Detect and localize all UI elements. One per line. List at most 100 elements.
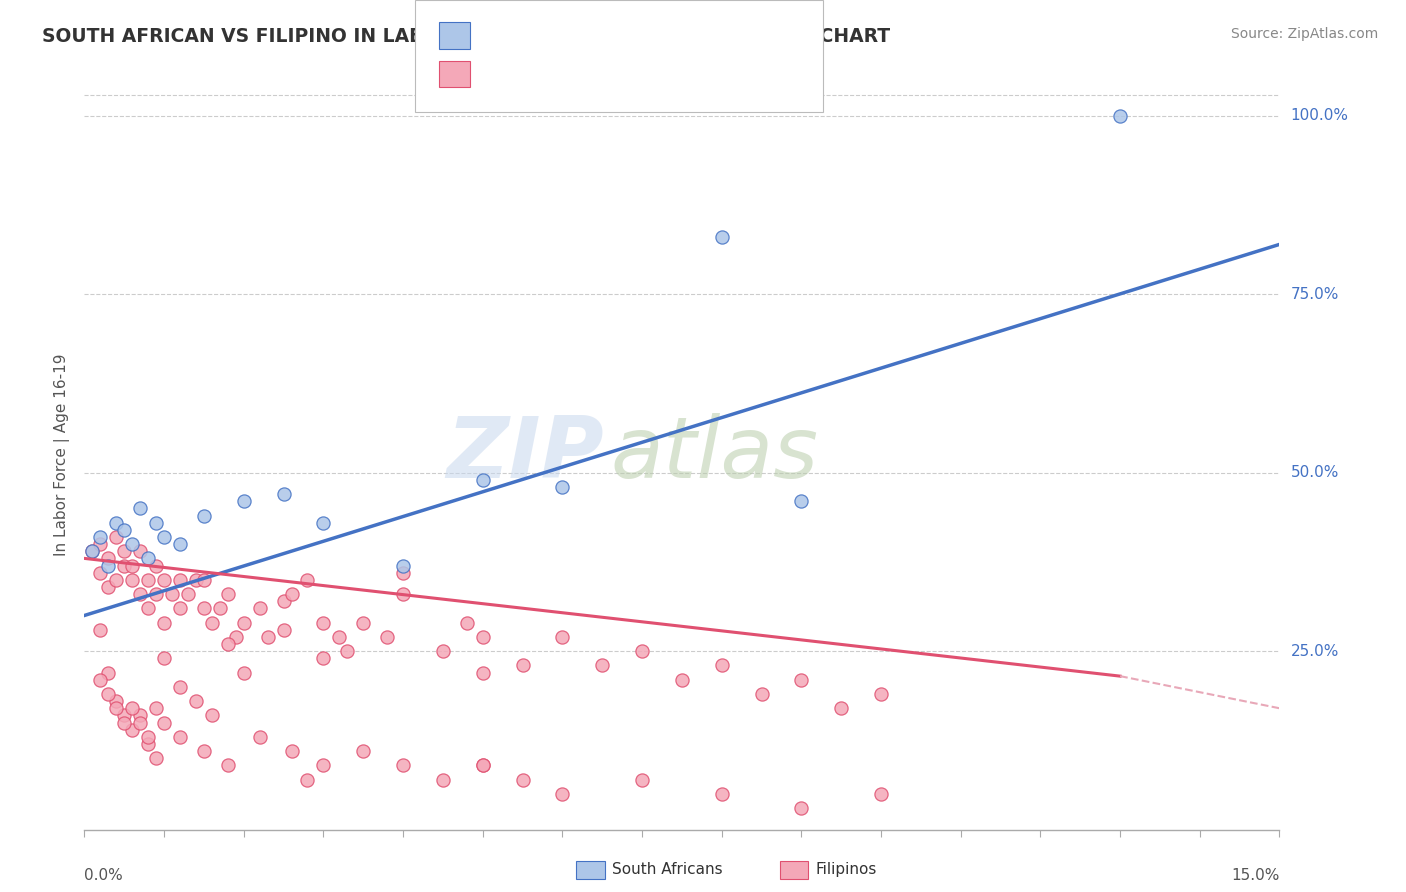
Point — [121, 558, 143, 573]
Point — [471, 473, 494, 487]
Text: N = 73: N = 73 — [672, 67, 730, 81]
Point — [112, 715, 135, 730]
Point — [97, 687, 120, 701]
Y-axis label: In Labor Force | Age 16-19: In Labor Force | Age 16-19 — [55, 353, 70, 557]
Point — [105, 694, 128, 708]
Point — [551, 787, 574, 801]
Point — [790, 494, 813, 508]
Point — [297, 772, 319, 787]
Text: atlas: atlas — [610, 413, 818, 497]
Point — [1109, 109, 1132, 123]
Point — [273, 487, 295, 501]
Point — [312, 758, 335, 772]
Point — [471, 630, 494, 644]
Point — [97, 558, 120, 573]
Text: 100.0%: 100.0% — [1291, 109, 1348, 123]
Point — [432, 772, 454, 787]
Point — [830, 701, 852, 715]
Point — [392, 566, 415, 580]
Point — [225, 630, 247, 644]
Point — [105, 701, 128, 715]
Point — [184, 694, 207, 708]
Point — [129, 544, 152, 558]
Point — [153, 715, 176, 730]
Text: 0.0%: 0.0% — [84, 869, 124, 883]
Point — [870, 687, 893, 701]
Text: ZIP: ZIP — [447, 413, 605, 497]
Point — [112, 558, 135, 573]
Text: R = -0.456: R = -0.456 — [478, 67, 560, 81]
Text: 75.0%: 75.0% — [1291, 287, 1339, 301]
Text: SOUTH AFRICAN VS FILIPINO IN LABOR FORCE | AGE 16-19 CORRELATION CHART: SOUTH AFRICAN VS FILIPINO IN LABOR FORCE… — [42, 27, 890, 46]
Point — [201, 615, 224, 630]
Point — [153, 615, 176, 630]
Point — [312, 615, 335, 630]
Point — [312, 651, 335, 665]
Point — [121, 701, 143, 715]
Point — [392, 587, 415, 601]
Point — [631, 772, 654, 787]
Point — [201, 708, 224, 723]
Point — [297, 573, 319, 587]
Point — [193, 508, 215, 523]
Point — [97, 551, 120, 566]
Point — [512, 772, 534, 787]
Point — [169, 601, 191, 615]
Point — [392, 558, 415, 573]
Point — [790, 673, 813, 687]
Point — [89, 530, 111, 544]
Point — [273, 594, 295, 608]
Point — [82, 544, 104, 558]
Point — [551, 480, 574, 494]
Point — [89, 673, 111, 687]
Point — [160, 587, 183, 601]
Point — [129, 501, 152, 516]
Point — [471, 665, 494, 680]
Point — [471, 758, 494, 772]
Point — [121, 537, 143, 551]
Point — [392, 758, 415, 772]
Point — [145, 558, 167, 573]
Point — [456, 615, 478, 630]
Point — [432, 644, 454, 658]
Point — [184, 573, 207, 587]
Point — [312, 516, 335, 530]
Point — [671, 673, 693, 687]
Point — [471, 758, 494, 772]
Text: South Africans: South Africans — [612, 863, 723, 877]
Point — [177, 587, 200, 601]
Point — [631, 644, 654, 658]
Point — [121, 723, 143, 737]
Point — [82, 544, 104, 558]
Point — [112, 708, 135, 723]
Point — [710, 787, 733, 801]
Point — [352, 615, 374, 630]
Point — [232, 494, 254, 508]
Point — [129, 715, 152, 730]
Point — [551, 630, 574, 644]
Point — [328, 630, 350, 644]
Point — [97, 665, 120, 680]
Point — [217, 587, 239, 601]
Point — [217, 637, 239, 651]
Point — [273, 623, 295, 637]
Point — [352, 744, 374, 758]
Point — [129, 587, 152, 601]
Point — [249, 601, 271, 615]
Point — [193, 744, 215, 758]
Point — [790, 801, 813, 815]
Point — [232, 615, 254, 630]
Point — [249, 730, 271, 744]
Text: Source: ZipAtlas.com: Source: ZipAtlas.com — [1230, 27, 1378, 41]
Point — [169, 537, 191, 551]
Point — [153, 651, 176, 665]
Point — [217, 758, 239, 772]
Point — [512, 658, 534, 673]
Point — [105, 573, 128, 587]
Point — [751, 687, 773, 701]
Point — [591, 658, 613, 673]
Point — [375, 630, 398, 644]
Point — [145, 587, 167, 601]
Point — [136, 551, 159, 566]
Point — [105, 530, 128, 544]
